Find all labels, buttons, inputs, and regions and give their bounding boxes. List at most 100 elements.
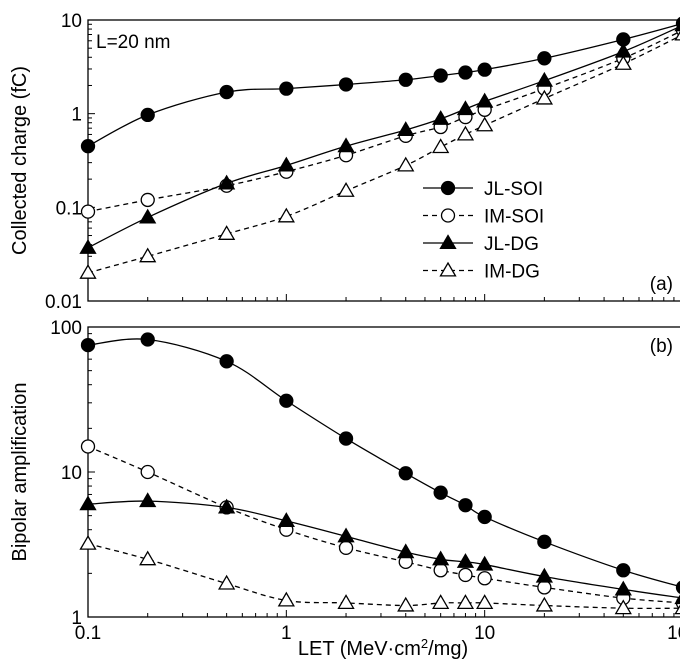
data-point-jl-dg: [535, 71, 554, 87]
data-point-im-dg: [139, 550, 157, 566]
data-point-im-soi: [140, 192, 155, 208]
data-point-jl-dg: [139, 492, 157, 508]
data-point-im-soi: [477, 571, 492, 586]
legend-label: JL-SOI: [484, 179, 543, 200]
data-point-im-dg: [139, 247, 157, 263]
series-line-jl-dg: [87, 500, 680, 599]
data-point-jl-soi: [398, 466, 413, 481]
data-point-jl-dg: [79, 495, 97, 511]
data-point-jl-soi: [433, 68, 448, 83]
data-point-im-dg: [456, 125, 475, 141]
annotation: L=20 nm: [96, 32, 170, 53]
data-point-jl-soi: [398, 72, 413, 87]
data-point-im-dg: [397, 156, 415, 172]
data-point-jl-dg: [337, 527, 355, 543]
data-point-jl-soi: [140, 107, 155, 123]
panel-label: (b): [650, 336, 673, 357]
data-point-jl-dg: [614, 580, 632, 596]
data-point-im-soi: [537, 580, 552, 595]
data-point-im-dg: [674, 30, 680, 41]
legend-marker: [440, 180, 456, 196]
data-point-im-dg: [614, 599, 632, 615]
data-point-im-dg: [476, 116, 494, 132]
plot-frame: [87, 326, 680, 618]
legend-label: IM-DG: [484, 262, 540, 283]
data-point-jl-dg: [614, 42, 632, 58]
legend-marker: [439, 261, 457, 277]
data-point-im-soi: [458, 567, 473, 583]
data-point-im-dg: [432, 594, 450, 609]
data-point-jl-dg: [476, 555, 494, 571]
x-tick-label: 100: [667, 623, 680, 644]
data-point-jl-dg: [277, 512, 295, 527]
data-point-im-soi: [338, 540, 354, 555]
data-point-jl-dg: [397, 121, 415, 137]
data-point-jl-soi: [537, 51, 552, 66]
data-point-jl-soi: [338, 77, 354, 92]
data-point-im-dg: [397, 596, 415, 612]
x-tick-label: 1: [281, 623, 292, 644]
panel-label: (a): [650, 274, 673, 295]
series-line-im-dg: [87, 35, 680, 274]
data-point-im-soi: [140, 464, 155, 480]
data-point-jl-soi: [80, 138, 96, 154]
series-line-im-dg: [87, 543, 680, 610]
data-point-jl-dg: [432, 550, 450, 566]
data-point-im-dg: [476, 594, 494, 609]
data-point-im-soi: [433, 563, 448, 578]
data-point-jl-dg: [139, 208, 157, 224]
data-point-im-dg: [217, 574, 236, 590]
series-line-im-soi: [87, 445, 680, 604]
legend-label: JL-DG: [484, 234, 539, 255]
data-point-jl-soi: [433, 485, 448, 500]
y-tick-label: 1: [71, 608, 82, 629]
data-point-im-dg: [432, 138, 450, 154]
series-line-im-soi: [87, 30, 680, 213]
data-point-jl-dg: [476, 92, 494, 108]
data-point-jl-dg: [217, 174, 236, 190]
y-tick-label: 10: [61, 463, 82, 484]
data-point-jl-soi: [80, 337, 96, 353]
data-point-jl-dg: [674, 594, 680, 605]
y-tick-label: 100: [50, 318, 82, 339]
data-point-im-dg: [79, 534, 97, 550]
data-point-jl-soi: [458, 498, 473, 513]
data-point-jl-dg: [456, 553, 475, 568]
x-tick-label: 0.1: [75, 623, 101, 644]
data-point-jl-dg: [337, 137, 355, 153]
data-point-jl-soi: [338, 431, 354, 446]
y-tick-label: 10: [61, 11, 82, 32]
data-point-jl-soi: [477, 509, 492, 525]
y-tick-label: 1: [71, 105, 82, 126]
data-point-im-dg: [337, 182, 355, 197]
data-point-im-soi: [80, 439, 96, 454]
data-point-jl-soi: [616, 563, 631, 578]
data-point-jl-soi: [219, 354, 234, 369]
data-point-im-dg: [217, 225, 236, 240]
series-line-jl-dg: [87, 25, 680, 249]
series-line-jl-soi: [87, 338, 680, 588]
data-point-jl-soi: [140, 332, 155, 347]
series-line-jl-soi: [87, 23, 680, 147]
legend-marker: [439, 234, 457, 250]
data-point-jl-soi: [279, 393, 294, 408]
data-point-jl-soi: [279, 81, 294, 96]
x-axis-title: LET (MeV·cm2/mg): [298, 636, 468, 661]
data-point-jl-dg: [674, 21, 680, 32]
legend-label: IM-SOI: [484, 207, 544, 228]
legend-marker: [440, 208, 456, 223]
data-point-im-dg: [277, 591, 295, 607]
data-point-jl-dg: [535, 567, 554, 583]
plot-frame: [87, 19, 680, 302]
panel-a: 0.01 0.1 1 10 Collected charge (fC) (a) L=20 n…: [9, 11, 680, 313]
y-axis-title: Collected charge (fC): [9, 66, 31, 255]
data-point-jl-dg: [432, 110, 450, 125]
data-point-im-dg: [614, 55, 632, 70]
data-point-jl-dg: [456, 100, 475, 116]
data-point-jl-dg: [277, 156, 295, 172]
data-point-im-dg: [535, 596, 554, 612]
data-point-jl-soi: [477, 62, 492, 77]
data-point-im-soi: [80, 204, 96, 219]
